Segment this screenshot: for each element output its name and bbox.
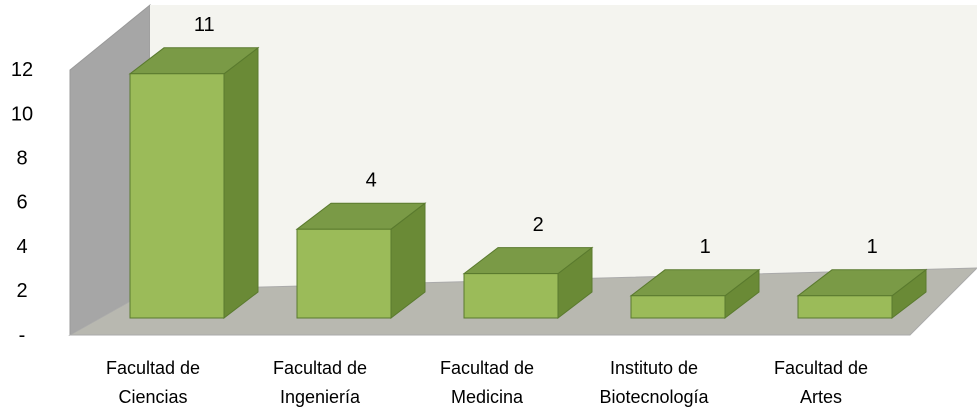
bar	[295, 202, 427, 320]
x-tick-label: Instituto de Biotecnología	[599, 358, 709, 407]
y-tick-label: 2	[16, 280, 27, 302]
y-tick-label: -	[19, 324, 26, 346]
y-tick-label: 10	[11, 103, 33, 125]
bar-front	[296, 228, 392, 319]
x-tick-label: Facultad de Ciencias	[105, 358, 201, 407]
bar-front	[463, 273, 559, 319]
data-label: 11	[194, 14, 215, 36]
x-tick-label: Facultad de Medicina	[439, 358, 535, 407]
y-tick-label: 4	[16, 236, 27, 258]
y-tick-label: 8	[16, 147, 27, 169]
bar	[796, 268, 928, 320]
data-label: 2	[533, 214, 544, 236]
y-tick-label: 6	[16, 192, 27, 214]
data-label: 4	[366, 169, 377, 191]
x-tick-label: Facultad de Artes	[773, 358, 869, 407]
bar-front	[630, 295, 726, 319]
data-label: 1	[700, 236, 711, 258]
y-tick-label: 12	[11, 59, 33, 81]
x-tick-label: Facultad de Ingeniería	[272, 358, 368, 407]
bar-front	[797, 295, 893, 319]
bar	[629, 268, 761, 320]
bar-side	[223, 46, 259, 320]
data-label: 1	[867, 236, 878, 258]
bar	[128, 46, 260, 320]
bar-front	[129, 73, 225, 319]
bar	[462, 246, 594, 320]
